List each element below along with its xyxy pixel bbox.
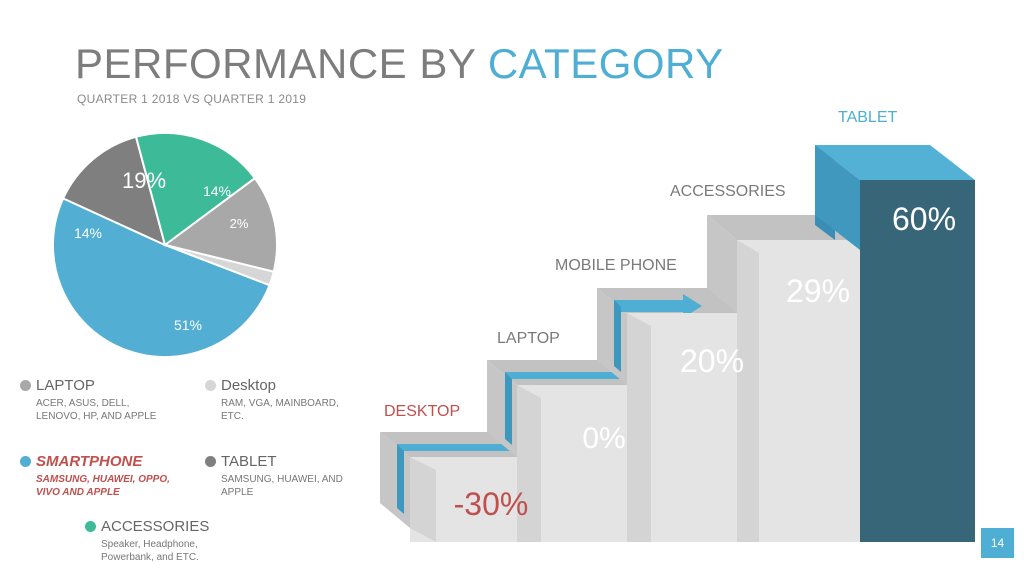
pie-label-smartphone: 51%: [174, 317, 202, 333]
pie-label-desktop: 2%: [230, 216, 249, 231]
step-mobile-side: [627, 313, 651, 542]
step-laptop-side: [517, 385, 541, 542]
step-desktop-back: [380, 432, 410, 528]
pie-slice-smartphone: [52, 197, 271, 359]
step-laptop-arrow: [505, 372, 633, 379]
legend-dot-smartphone: [20, 456, 31, 467]
legend-dot-accessories: [85, 521, 96, 532]
step-mobile-stripe: [614, 300, 621, 372]
step-desktop-stripe: [397, 444, 404, 514]
step-accessories-top: [707, 215, 867, 240]
legend-desc: SAMSUNG, HUAWEI, AND APPLE: [221, 474, 343, 498]
step-desktop-face: [410, 457, 536, 542]
page-number: 14: [981, 528, 1014, 558]
legend-desc: ACER, ASUS, DELL, LENOVO, HP, AND APPLE: [36, 398, 157, 422]
step-laptop-back: [487, 360, 517, 457]
step-accessories-face: [737, 240, 867, 542]
step-mobile-top: [597, 288, 757, 313]
pie-slices: [52, 132, 278, 359]
legend-dot-desktop: [205, 380, 216, 391]
legend-desc: Speaker, Headphone, Powerbank, and ETC.: [101, 539, 199, 563]
step-mobile-face: [627, 313, 757, 542]
step-value-tablet: 60%: [892, 201, 956, 237]
legend-desc: SAMSUNG, HUAWEI, OPPO, VIVO AND APPLE: [36, 474, 170, 498]
step-tablet-back: [815, 145, 835, 240]
legend-name: TABLET: [221, 453, 277, 470]
step-accessories-back: [707, 215, 737, 313]
step-label-desktop: DESKTOP: [384, 403, 460, 420]
step-value-desktop: -30%: [454, 486, 529, 522]
pie-slice-accessories: [134, 132, 257, 247]
step-value-mobile: 20%: [680, 343, 744, 379]
step-accessories-side: [737, 240, 759, 542]
step-laptop-top: [487, 360, 644, 385]
step-laptop-stripe: [505, 372, 512, 445]
step-label-accessories: ACCESSORIES: [670, 183, 786, 200]
step-tablet-left: [815, 145, 860, 250]
title-accent: CATEGORY: [487, 40, 724, 87]
legend-dot-laptop: [20, 380, 31, 391]
pie-slice-desktop: [164, 244, 275, 287]
legend-name: ACCESSORIES: [101, 518, 210, 535]
step-label-laptop: LAPTOP: [497, 330, 560, 347]
legend-name: SMARTPHONE: [36, 453, 143, 470]
step-mobile-arrow: [614, 294, 702, 318]
step-value-laptop: 0%: [582, 422, 625, 455]
page-subtitle: QUARTER 1 2018 VS QUARTER 1 2019: [77, 92, 307, 106]
pie-slice-tablet: [61, 135, 167, 247]
step-mobile-back: [597, 288, 627, 385]
legend-dot-tablet: [205, 456, 216, 467]
title-main: PERFORMANCE BY: [75, 40, 476, 87]
step-desktop-arrow: [397, 444, 525, 451]
pie-label-laptop: 14%: [203, 183, 231, 199]
step-desktop-side: [410, 457, 436, 542]
pie-label-tablet: 14%: [74, 225, 102, 241]
legend-name: LAPTOP: [36, 377, 95, 394]
legend-name: Desktop: [221, 377, 277, 394]
pie-label-accessories: 19%: [122, 168, 166, 193]
step-value-accessories: 29%: [786, 273, 850, 309]
step-label-tablet: TABLET: [838, 109, 898, 126]
legend-desc: RAM, VGA, MAINBOARD, ETC.: [221, 398, 339, 422]
step-desktop-top: [380, 432, 535, 457]
step-laptop-face: [517, 385, 645, 542]
step-label-mobile: MOBILE PHONE: [555, 257, 677, 274]
page-title: PERFORMANCE BY CATEGORY: [75, 40, 724, 88]
step-tablet-top: [815, 145, 975, 180]
pie-slice-laptop: [162, 176, 278, 273]
step-tablet-face: [860, 180, 975, 542]
category-pie-chart: 51% 14% 19% 14% 2%: [52, 132, 278, 359]
